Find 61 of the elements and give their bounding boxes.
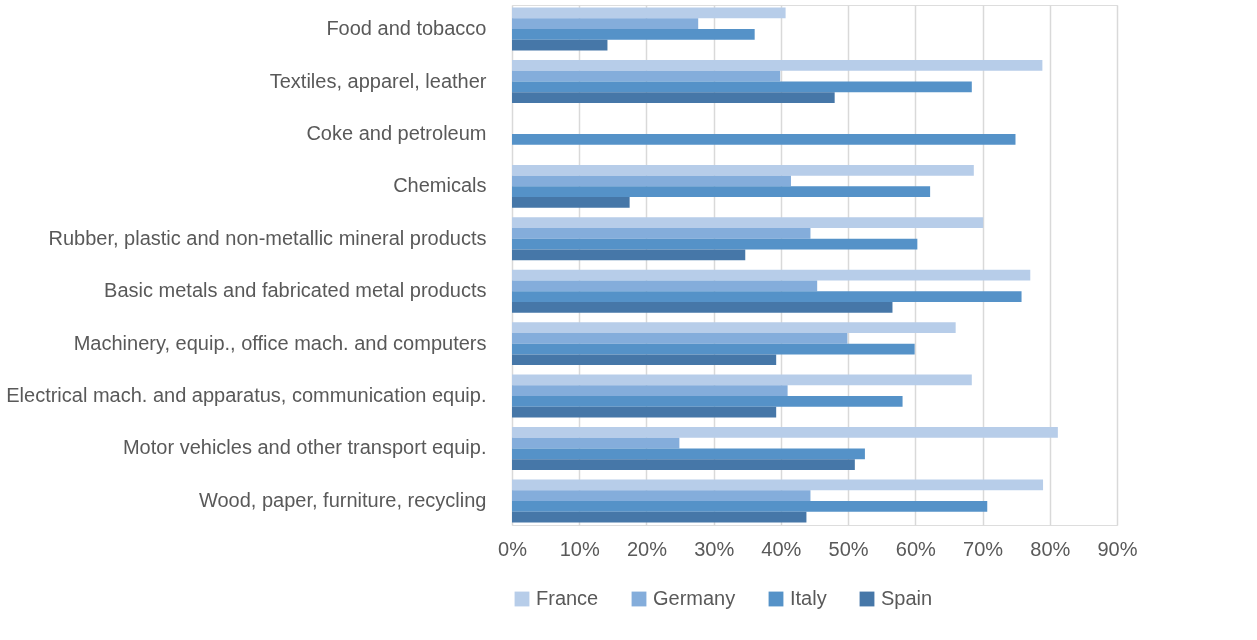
legend-label: Italy xyxy=(790,587,827,609)
y-tick-label: Food and tobacco xyxy=(326,17,487,40)
y-tick-label: Motor vehicles and other transport equip. xyxy=(122,436,487,459)
x-tick-label: 0% xyxy=(498,537,528,560)
bar xyxy=(512,426,1058,438)
bar xyxy=(512,197,630,208)
bar xyxy=(512,374,972,386)
bar xyxy=(512,92,835,104)
y-tick-label: Electrical mach. and apparatus, communication equip. xyxy=(6,384,487,407)
bar xyxy=(512,396,903,407)
y-tick-label: Machinery, equip., office mach. and computers xyxy=(73,331,487,354)
x-tick-label: 80% xyxy=(1030,537,1071,560)
bar xyxy=(512,249,746,261)
bar xyxy=(512,322,956,333)
bar xyxy=(512,448,865,460)
bar xyxy=(512,186,931,198)
x-tick-label: 60% xyxy=(895,537,937,560)
bar xyxy=(512,354,777,366)
x-tick-label: 10% xyxy=(559,537,600,560)
bar xyxy=(512,7,786,19)
bar xyxy=(512,291,1022,302)
bar xyxy=(512,133,1016,145)
bar xyxy=(512,217,984,229)
bar xyxy=(512,18,699,30)
bar xyxy=(512,70,781,82)
y-tick-label: Basic metals and fabricated metal products xyxy=(104,279,487,302)
bar xyxy=(512,406,777,418)
bar xyxy=(512,511,807,523)
bar xyxy=(512,29,755,40)
bar xyxy=(512,238,918,250)
bar xyxy=(512,39,608,51)
bar xyxy=(512,269,1031,281)
bar xyxy=(512,343,915,355)
bar xyxy=(512,459,855,470)
x-tick-label: 50% xyxy=(828,537,869,560)
legend-label: Spain xyxy=(881,587,933,609)
bar xyxy=(512,228,811,239)
bar xyxy=(512,500,988,512)
y-tick-label: Chemicals xyxy=(393,174,487,197)
legend-label: France xyxy=(536,587,599,609)
bar xyxy=(512,175,791,187)
x-tick-label: 40% xyxy=(761,537,802,560)
legend-label: Germany xyxy=(653,587,736,609)
bar xyxy=(512,60,1043,71)
x-tick-label: 30% xyxy=(694,537,735,560)
bar xyxy=(512,301,893,313)
bar xyxy=(512,385,788,397)
x-tick-label: 70% xyxy=(963,537,1004,560)
y-tick-label: Coke and petroleum xyxy=(306,121,487,144)
bar xyxy=(512,437,680,449)
x-tick-label: 90% xyxy=(1097,537,1138,560)
bar xyxy=(512,81,972,93)
y-tick-label: Rubber, plastic and non-metallic mineral products xyxy=(48,226,487,249)
y-tick-label: Textiles, apparel, leather xyxy=(269,69,487,92)
bar xyxy=(512,490,811,501)
bar xyxy=(512,280,818,292)
y-tick-label: Wood, paper, furniture, recycling xyxy=(198,488,487,511)
bar xyxy=(512,332,848,344)
bar xyxy=(512,164,974,176)
bar xyxy=(512,479,1044,491)
x-tick-label: 20% xyxy=(626,537,668,560)
